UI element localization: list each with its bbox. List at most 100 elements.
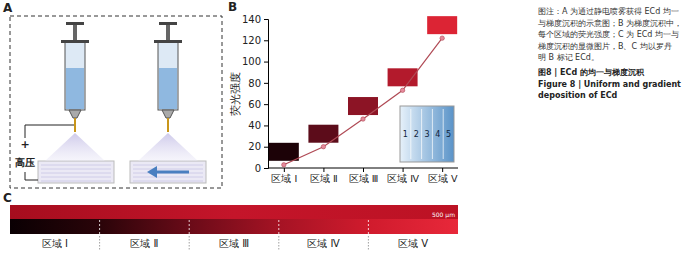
tick-label: 40 [248, 120, 261, 131]
wire [25, 172, 38, 180]
inset: 12345 [400, 106, 454, 162]
label-divider [189, 236, 190, 250]
inset-label: 5 [446, 130, 451, 139]
syringe [138, 22, 198, 161]
tick: 区域 Ⅳ [387, 168, 419, 184]
substrate-line [133, 177, 203, 178]
substrate-body [130, 161, 206, 183]
data-line [284, 38, 442, 165]
inset-label: 4 [435, 130, 440, 139]
tick: 区域 Ⅱ [310, 168, 338, 184]
figure-title: 图8 | ECd 的均一与梯度沉积 [538, 67, 645, 77]
caption-line: 每个区域的荧光强度；C 为 ECd 均一与 [538, 30, 679, 39]
tick-mark [442, 168, 443, 172]
tip [162, 110, 174, 118]
figure-title-en: deposition of ECd [538, 91, 618, 100]
tick-mark [363, 168, 364, 172]
data-point [282, 163, 286, 167]
panel-a: A + 高压 [3, 1, 222, 188]
inset-divider [443, 109, 444, 159]
label-divider [99, 236, 100, 250]
tick-mark [264, 40, 268, 41]
panel-letter: C [3, 191, 12, 205]
y-axis-title: 荧光强度 [229, 72, 242, 116]
caption-line: 与梯度沉积的示意图；B 为梯度沉积中， [538, 19, 682, 28]
inset-divider [421, 109, 422, 159]
panel-c: C区域 Ⅰ区域 Ⅱ区域 Ⅲ区域 Ⅳ区域 Ⅴ500 μm [3, 191, 458, 250]
panel-letter: B [228, 0, 237, 14]
substrate-line [133, 169, 203, 170]
inset-label: 2 [414, 130, 419, 139]
caption-line: 图注：A 为通过静电喷雾获得 ECd 均一 [538, 7, 679, 16]
tick-label: 区域 Ⅰ [271, 173, 297, 184]
region-images [269, 16, 457, 161]
voltage-sign: + [20, 138, 29, 151]
data-point [361, 117, 365, 121]
label-divider [368, 236, 369, 250]
syringe [45, 22, 105, 161]
tick-mark [403, 168, 404, 172]
tick-label: 0 [255, 163, 261, 174]
caption-line: 明 B 标记 ECd。 [538, 53, 599, 62]
tick-label: 区域 Ⅱ [310, 173, 338, 184]
tick: 区域 Ⅰ [271, 168, 297, 184]
region-image [269, 143, 299, 161]
tick-label: 80 [248, 78, 261, 89]
tick-mark [264, 83, 268, 84]
region-divider [189, 220, 190, 234]
region-image [348, 97, 378, 115]
region-divider [278, 220, 279, 234]
panel-letter: A [3, 1, 13, 15]
scale-bar-label: 500 μm [432, 211, 455, 219]
tick: 80 [248, 78, 268, 89]
tick-label: 区域 Ⅲ [349, 173, 379, 184]
tick-mark [264, 19, 268, 20]
substrate [38, 161, 114, 183]
axis-line [264, 20, 269, 169]
tick-mark [323, 168, 324, 172]
tick-label: 140 [242, 14, 261, 25]
voltage-label: 高压 [15, 157, 35, 168]
tick: 区域 Ⅴ [428, 168, 458, 184]
substrate-line [133, 173, 203, 174]
tick: 120 [242, 35, 268, 46]
tick: 100 [242, 56, 268, 67]
caption: 图注：A 为通过静电喷雾获得 ECd 均一与梯度沉积的示意图；B 为梯度沉积中，… [537, 7, 682, 100]
tick-mark [264, 168, 268, 169]
region-label: 区域 Ⅳ [307, 238, 340, 249]
y-axis: 020406080100120140 [242, 14, 269, 174]
tick: 60 [248, 99, 268, 110]
tick: 140 [242, 14, 268, 25]
caption-line: 梯度沉积的显微图片，B、C 均以罗丹 [537, 42, 672, 51]
uniform-strip [10, 205, 458, 219]
liquid [66, 68, 84, 109]
region-label: 区域 Ⅴ [398, 238, 428, 249]
plot-area [282, 36, 445, 167]
tick-label: 区域 Ⅳ [387, 173, 419, 184]
tick-label: 60 [248, 99, 261, 110]
label-divider [278, 236, 279, 250]
tick-mark [264, 125, 268, 126]
substrate-line [133, 165, 203, 166]
substrate-line [41, 181, 111, 182]
tip [69, 110, 81, 118]
inset-divider [432, 109, 433, 159]
wire [25, 125, 74, 138]
inset-image [400, 106, 454, 162]
substrate-line [41, 177, 111, 178]
region-label: 区域 Ⅲ [219, 238, 249, 249]
region-image [427, 16, 457, 34]
tick-label: 100 [242, 56, 261, 67]
tick-mark [264, 62, 268, 63]
substrate-line [133, 181, 203, 182]
spray [138, 133, 198, 161]
tick-mark [264, 104, 268, 105]
needle [167, 118, 169, 132]
barrel [158, 42, 178, 110]
needle [74, 118, 76, 132]
tick-label: 区域 Ⅴ [428, 173, 458, 184]
plunger-head [159, 22, 177, 25]
tick-mark [264, 147, 268, 148]
figure-title-en: Figure 8 | Uniform and gradient [538, 80, 681, 89]
spray [45, 133, 105, 161]
